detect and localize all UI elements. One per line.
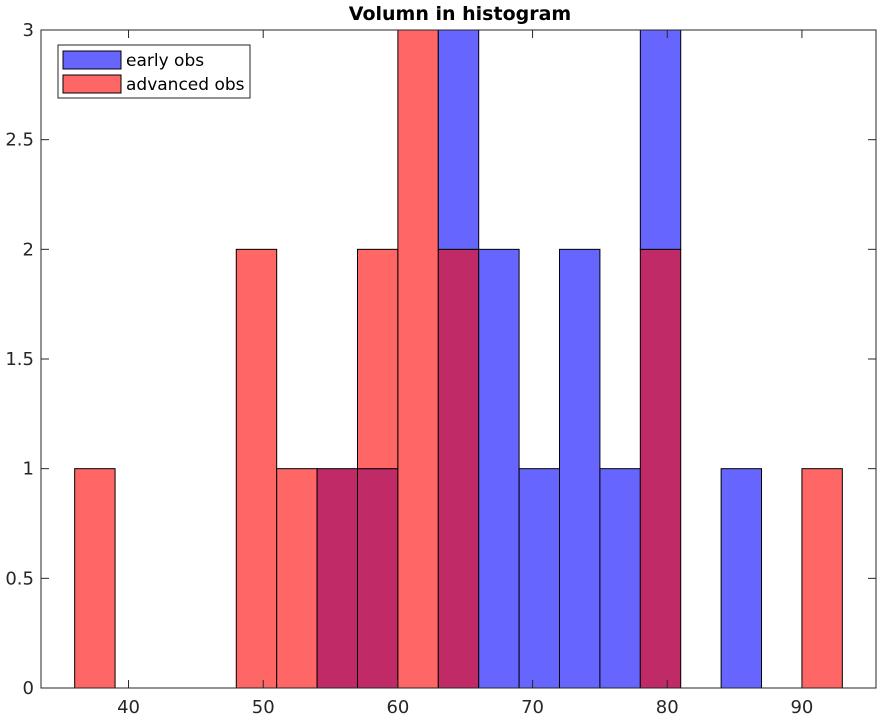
histogram-bar-overlap [639, 248, 682, 689]
ticks-layer: 40 50 60 70 80 90 0 0.5 1 1.5 2 2.5 3 [5, 20, 876, 718]
histogram-bar-advanced-obs [397, 29, 439, 689]
y-tick-label: 0.5 [5, 568, 34, 589]
histogram-bar-overlap [437, 248, 480, 689]
x-tick-label: 50 [252, 697, 275, 718]
y-tick-label: 2.5 [5, 130, 34, 151]
histogram-bar-advanced-obs [276, 468, 318, 689]
y-tick-label: 0 [23, 678, 34, 699]
histogram-bar-early-obs [720, 468, 763, 689]
x-tick-label: 90 [790, 697, 813, 718]
x-tick-label: 80 [656, 697, 679, 718]
chart-title: Volumn in histogram [349, 3, 571, 25]
x-tick-label: 40 [117, 697, 140, 718]
histogram-bar-early-obs [518, 468, 561, 689]
legend-swatch-early-obs [62, 50, 122, 70]
histogram-bar-overlap [356, 468, 399, 689]
y-tick-label: 2 [23, 239, 34, 260]
y-tick-label: 3 [23, 20, 34, 41]
y-tick-label: 1 [23, 459, 34, 480]
histogram-bar-early-obs [559, 248, 601, 689]
histogram-bar-early-obs [599, 468, 641, 689]
histogram-bar-advanced-obs [235, 248, 278, 689]
histogram-bar-overlap [316, 468, 358, 689]
bars-layer [74, 29, 843, 689]
x-tick-label: 70 [521, 697, 544, 718]
histogram-bar-advanced-obs [356, 248, 399, 470]
histogram-bar-advanced-obs [801, 468, 843, 689]
y-tick-label: 1.5 [5, 349, 34, 370]
histogram-bar-early-obs [478, 248, 520, 689]
legend-label-early-obs: early obs [126, 51, 204, 71]
histogram-bar-early-obs [437, 29, 480, 250]
histogram-bar-advanced-obs [74, 468, 116, 689]
x-tick-label: 60 [386, 697, 409, 718]
legend-label-advanced-obs: advanced obs [126, 75, 245, 95]
legend: early obs advanced obs [57, 44, 251, 99]
histogram-bar-early-obs [639, 29, 682, 250]
legend-swatch-advanced-obs [62, 74, 122, 94]
